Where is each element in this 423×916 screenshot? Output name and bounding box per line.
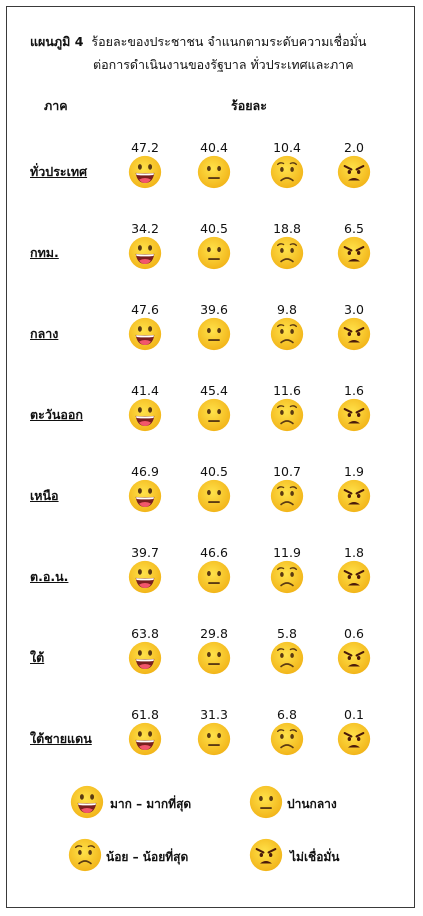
region-label: ต.อ.น. [30, 569, 69, 584]
worried-face-icon [270, 722, 304, 756]
neutral-face-icon [197, 722, 231, 756]
laughing-face-icon [128, 641, 162, 675]
neutral-face-icon [197, 236, 231, 270]
value-label: 41.4 [131, 383, 159, 398]
value-label: 40.5 [200, 221, 228, 236]
chart-title-line1: แผนภูมิ 4 ร้อยละของประชาชน จำแนกตามระดับ… [30, 32, 366, 52]
chart-title-prefix: แผนภูมิ 4 [30, 34, 84, 49]
value-label: 6.5 [344, 221, 364, 236]
value-label: 46.9 [131, 464, 159, 479]
worried-face-icon [270, 560, 304, 594]
value-label: 34.2 [131, 221, 159, 236]
value-label: 1.8 [344, 545, 364, 560]
region-label: เหนือ [30, 488, 59, 503]
value-label: 11.6 [273, 383, 301, 398]
angry-face-icon [249, 838, 283, 872]
value-label: 47.6 [131, 302, 159, 317]
worried-face-icon [270, 155, 304, 189]
laughing-face-icon [128, 317, 162, 351]
region-label: กทม. [30, 245, 59, 260]
region-column-header: ภาค [44, 98, 68, 113]
worried-face-icon [68, 838, 102, 872]
value-label: 29.8 [200, 626, 228, 641]
laughing-face-icon [128, 236, 162, 270]
value-label: 63.8 [131, 626, 159, 641]
angry-face-icon [337, 641, 371, 675]
value-label: 40.4 [200, 140, 228, 155]
value-label: 18.8 [273, 221, 301, 236]
angry-face-icon [337, 722, 371, 756]
value-label: 6.8 [277, 707, 297, 722]
neutral-face-icon [197, 479, 231, 513]
percent-column-header: ร้อยละ [231, 98, 267, 113]
value-label: 0.6 [344, 626, 364, 641]
value-label: 45.4 [200, 383, 228, 398]
neutral-face-icon [197, 398, 231, 432]
laughing-face-icon [128, 479, 162, 513]
laughing-face-icon [128, 155, 162, 189]
worried-face-icon [270, 317, 304, 351]
worried-face-icon [270, 641, 304, 675]
legend-label: ปานกลาง [287, 797, 337, 811]
legend-label: มาก – มากที่สุด [110, 797, 192, 811]
legend-label: ไม่เชื่อมั่น [290, 850, 340, 864]
value-label: 2.0 [344, 140, 364, 155]
value-label: 31.3 [200, 707, 228, 722]
region-label: ตะวันออก [30, 407, 83, 422]
neutral-face-icon [197, 317, 231, 351]
angry-face-icon [337, 317, 371, 351]
value-label: 3.0 [344, 302, 364, 317]
laughing-face-icon [128, 560, 162, 594]
value-label: 1.9 [344, 464, 364, 479]
value-label: 1.6 [344, 383, 364, 398]
worried-face-icon [270, 398, 304, 432]
value-label: 10.4 [273, 140, 301, 155]
neutral-face-icon [197, 155, 231, 189]
value-label: 39.7 [131, 545, 159, 560]
value-label: 39.6 [200, 302, 228, 317]
value-label: 11.9 [273, 545, 301, 560]
neutral-face-icon [197, 560, 231, 594]
region-label: กลาง [30, 326, 59, 341]
laughing-face-icon [128, 398, 162, 432]
legend-label: น้อย – น้อยที่สุด [106, 850, 189, 864]
value-label: 61.8 [131, 707, 159, 722]
region-label: ใต้ชายแดน [30, 731, 92, 746]
angry-face-icon [337, 479, 371, 513]
value-label: 10.7 [273, 464, 301, 479]
angry-face-icon [337, 236, 371, 270]
value-label: 46.6 [200, 545, 228, 560]
angry-face-icon [337, 155, 371, 189]
chart-title-text: ร้อยละของประชาชน จำแนกตามระดับความเชื่อม… [91, 34, 367, 49]
value-label: 5.8 [277, 626, 297, 641]
value-label: 0.1 [344, 707, 364, 722]
laughing-face-icon [70, 785, 104, 819]
laughing-face-icon [128, 722, 162, 756]
region-label: ใต้ [30, 650, 45, 665]
worried-face-icon [270, 479, 304, 513]
value-label: 40.5 [200, 464, 228, 479]
worried-face-icon [270, 236, 304, 270]
region-label: ทั่วประเทศ [30, 164, 88, 179]
chart-title-line2: ต่อการดำเนินงานของรัฐบาล ทั่วประเทศและภา… [93, 57, 354, 72]
chart-frame [6, 6, 415, 908]
angry-face-icon [337, 398, 371, 432]
angry-face-icon [337, 560, 371, 594]
neutral-face-icon [197, 641, 231, 675]
value-label: 9.8 [277, 302, 297, 317]
value-label: 47.2 [131, 140, 159, 155]
neutral-face-icon [249, 785, 283, 819]
